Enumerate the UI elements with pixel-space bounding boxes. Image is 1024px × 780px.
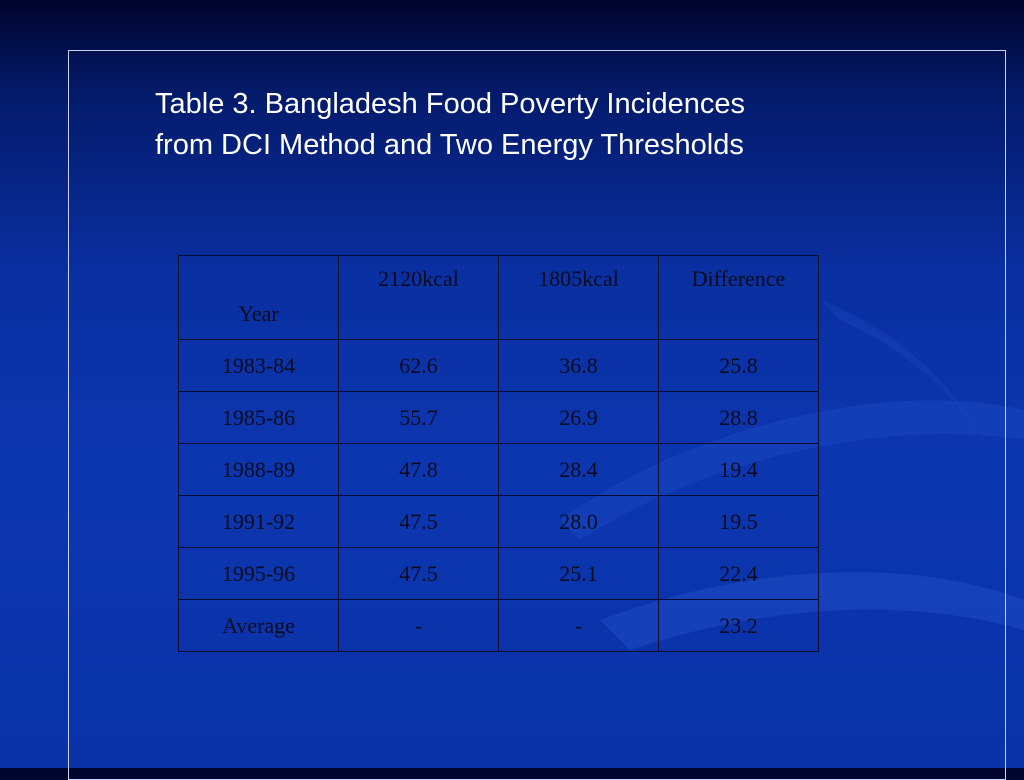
header-year: Year [178, 255, 339, 340]
cell-year: 1985-86 [178, 391, 339, 444]
cell-year: 1988-89 [178, 443, 339, 496]
food-poverty-table: Year 2120kcal 1805kcal Difference 1983-8… [178, 255, 819, 652]
header-2120kcal: 2120kcal [338, 255, 499, 340]
header-difference: Difference [658, 255, 819, 340]
title-line-1: Table 3. Bangladesh Food Poverty Inciden… [155, 88, 746, 120]
slide-title: Table 3. Bangladesh Food Poverty Inciden… [155, 84, 915, 166]
cell-year: 1983-84 [178, 339, 339, 392]
cell-difference: 19.5 [658, 495, 819, 548]
table-row: 1991-92 47.5 28.0 19.5 [178, 495, 819, 548]
header-1805kcal: 1805kcal [498, 255, 659, 340]
cell-difference: 19.4 [658, 443, 819, 496]
cell-2120kcal: - [338, 599, 499, 652]
cell-1805kcal: 36.8 [498, 339, 659, 392]
cell-2120kcal: 47.8 [338, 443, 499, 496]
cell-difference: 28.8 [658, 391, 819, 444]
cell-difference: 23.2 [658, 599, 819, 652]
table-row: 1988-89 47.8 28.4 19.4 [178, 443, 819, 496]
cell-2120kcal: 62.6 [338, 339, 499, 392]
cell-2120kcal: 47.5 [338, 547, 499, 600]
cell-1805kcal: 28.4 [498, 443, 659, 496]
table-row: Average - - 23.2 [178, 599, 819, 652]
cell-difference: 22.4 [658, 547, 819, 600]
cell-2120kcal: 47.5 [338, 495, 499, 548]
cell-difference: 25.8 [658, 339, 819, 392]
cell-1805kcal: - [498, 599, 659, 652]
table-row: 1983-84 62.6 36.8 25.8 [178, 339, 819, 392]
cell-1805kcal: 28.0 [498, 495, 659, 548]
cell-2120kcal: 55.7 [338, 391, 499, 444]
table-row: 1995-96 47.5 25.1 22.4 [178, 547, 819, 600]
cell-year: 1991-92 [178, 495, 339, 548]
title-line-2: from DCI Method and Two Energy Threshold… [155, 129, 744, 161]
cell-year: 1995-96 [178, 547, 339, 600]
cell-1805kcal: 26.9 [498, 391, 659, 444]
cell-year: Average [178, 599, 339, 652]
cell-1805kcal: 25.1 [498, 547, 659, 600]
table-header-row: Year 2120kcal 1805kcal Difference [178, 255, 819, 340]
table-row: 1985-86 55.7 26.9 28.8 [178, 391, 819, 444]
